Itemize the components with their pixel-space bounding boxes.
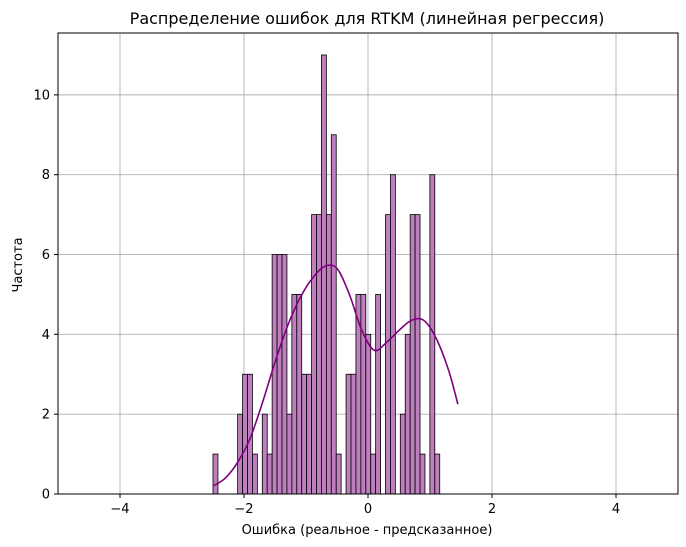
histogram-bar: [409, 214, 416, 495]
y-tick-label: 10: [33, 88, 50, 103]
histogram-bars: [212, 54, 441, 495]
y-tick-label: 0: [42, 488, 50, 503]
x-tick-label: −2: [234, 502, 253, 517]
y-tick-label: 6: [42, 248, 50, 263]
histogram-bar: [281, 254, 288, 495]
x-tick-label: 4: [612, 502, 620, 517]
histogram-bar: [266, 453, 273, 495]
histogram-bar: [345, 373, 352, 495]
histogram-bar: [399, 413, 406, 495]
histogram-bar: [335, 453, 342, 495]
histogram-bar: [330, 134, 337, 495]
histogram-bar: [212, 453, 219, 495]
histogram-bar: [404, 333, 411, 495]
histogram-bar: [370, 453, 377, 495]
histogram-bar: [301, 373, 308, 495]
histogram-bar: [291, 294, 298, 495]
histogram-bar: [385, 214, 391, 495]
histogram-bar: [296, 294, 303, 495]
histogram-bar: [261, 413, 268, 495]
histogram-bar: [365, 333, 372, 495]
y-tick-label: 4: [42, 328, 50, 343]
y-axis-label: Частота: [11, 237, 26, 292]
chart-title: Распределение ошибок для RTKM (линейная …: [130, 9, 605, 28]
histogram-bar: [286, 413, 293, 495]
histogram-bar: [242, 373, 248, 495]
histogram-bar: [306, 373, 312, 495]
histogram-bar: [321, 54, 327, 495]
y-tick-label: 8: [42, 168, 50, 183]
axis-ticks: −4 −2 0 2 4 0 2 4 6 8 10: [33, 88, 620, 517]
histogram-bar: [311, 214, 317, 495]
x-tick-label: 2: [488, 502, 496, 517]
x-tick-label: 0: [364, 502, 372, 517]
histogram-bar: [325, 214, 332, 495]
histogram-bar: [375, 294, 381, 495]
histogram-bar: [252, 453, 258, 495]
histogram-bar: [360, 294, 367, 495]
x-tick-label: −4: [110, 502, 129, 517]
histogram-bar: [350, 373, 357, 495]
kde-curve: [212, 264, 459, 487]
histogram-bar: [434, 453, 441, 495]
x-axis-label: Ошибка (реальное - предсказанное): [242, 523, 493, 538]
histogram-bar: [316, 214, 322, 495]
histogram-bar: [414, 214, 421, 495]
y-tick-label: 2: [42, 408, 50, 423]
histogram-bar: [276, 254, 283, 495]
histogram-bar: [271, 254, 278, 495]
histogram-bar: [419, 453, 426, 495]
